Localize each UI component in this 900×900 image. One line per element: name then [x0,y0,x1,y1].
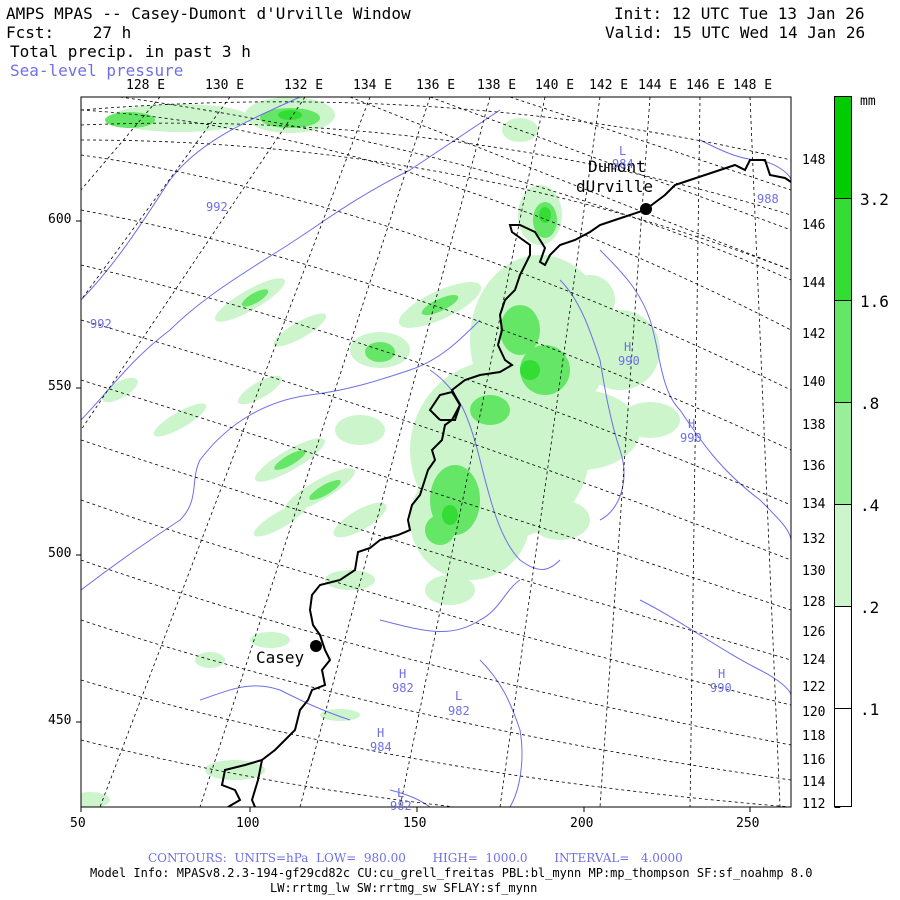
dumont-durville-station-marker [640,203,652,215]
y-tick-label: 550 [48,379,72,394]
casey-station-marker [310,640,322,652]
x-axis-ticks [80,807,751,812]
pressure-letter: H [624,340,632,354]
x-tick-label: 200 [570,816,594,831]
x-tick-label: 50 [70,816,86,831]
y-axis-ticks [76,220,81,723]
colorbar-swatch [834,96,852,199]
colorbar-unit: mm [860,94,876,109]
colorbar-label: .1 [860,700,880,719]
colorbar-swatch [834,606,852,709]
pressure-value: 988 [757,192,779,206]
x-tick-label: 150 [403,816,427,831]
plot-frame [80,96,792,808]
pressure-value: 992 [90,317,112,331]
pressure-value: 990 [680,431,702,445]
y-tick-label: 450 [48,713,72,728]
contour-info: CONTOURS: UNITS=hPa LOW= 980.00 HIGH= 10… [148,851,683,865]
pressure-value: 984 [612,157,634,171]
colorbar-swatch [834,198,852,301]
pressure-value: 984 [370,740,392,754]
dumont-durville-label-line1: Dumont [588,157,646,176]
pressure-letter: L [397,786,405,800]
forecast-hour: Fcst: 27 h [6,23,132,42]
y-tick-label: 500 [48,546,72,561]
y-tick-label: 600 [48,212,72,227]
pressure-value: 990 [710,681,732,695]
pressure-letter: H [718,667,726,681]
casey-label: Casey [256,648,305,667]
colorbar-label: 1.6 [860,292,889,311]
overlay-name: Sea-level pressure [10,61,184,80]
precip-field [81,97,680,807]
field-name: Total precip. in past 3 h [10,42,251,61]
colorbar-swatch [834,708,852,807]
pressure-letter: H [399,667,407,681]
lon-label: 128 E [126,78,166,93]
pressure-value: 982 [448,704,470,718]
pressure-letter: H [688,417,696,431]
lon-label: 142 E [589,78,629,93]
valid-time: Valid: 15 UTC Wed 14 Jan 26 [605,23,866,42]
lon-label: 138 E [477,78,517,93]
lon-label: 148 E [733,78,773,93]
pressure-value: 982 [392,681,414,695]
colorbar-swatches [834,96,852,807]
colorbar-swatch [834,300,852,403]
pressure-letter: H [377,726,385,740]
init-time: Init: 12 UTC Tue 13 Jan 26 [614,4,865,23]
model-info-line2: LW:rrtmg_lw SW:rrtmg_sw SFLAY:sf_mynn [270,881,538,895]
lon-label: 136 E [416,78,456,93]
pressure-letter: L [619,144,627,158]
lon-label: 140 E [535,78,575,93]
colorbar-label: .8 [860,394,880,413]
lon-label: 130 E [205,78,245,93]
colorbar-swatch [834,402,852,505]
colorbar-label: .2 [860,598,880,617]
colorbar-label: 3.2 [860,190,889,209]
model-info: Model Info: MPASv8.2.3-194-gf29cd82c CU:… [90,866,813,880]
lon-label: 132 E [284,78,324,93]
pressure-value: 982 [390,799,412,813]
colorbar-label: .4 [860,496,880,515]
dumont-durville-label-line2: dUrville [576,177,654,196]
map-title: AMPS MPAS -- Casey-Dumont d'Urville Wind… [6,4,411,23]
lon-label: 134 E [353,78,393,93]
x-tick-label: 100 [236,816,260,831]
coastline [220,159,791,807]
pressure-letter: L [455,689,463,703]
x-tick-label: 250 [736,816,760,831]
pressure-value: 992 [206,200,228,214]
lon-label: 144 E [638,78,678,93]
colorbar-swatch [834,504,852,607]
pressure-value: 990 [618,354,640,368]
latlon-grid [81,97,791,807]
lon-label: 146 E [686,78,726,93]
